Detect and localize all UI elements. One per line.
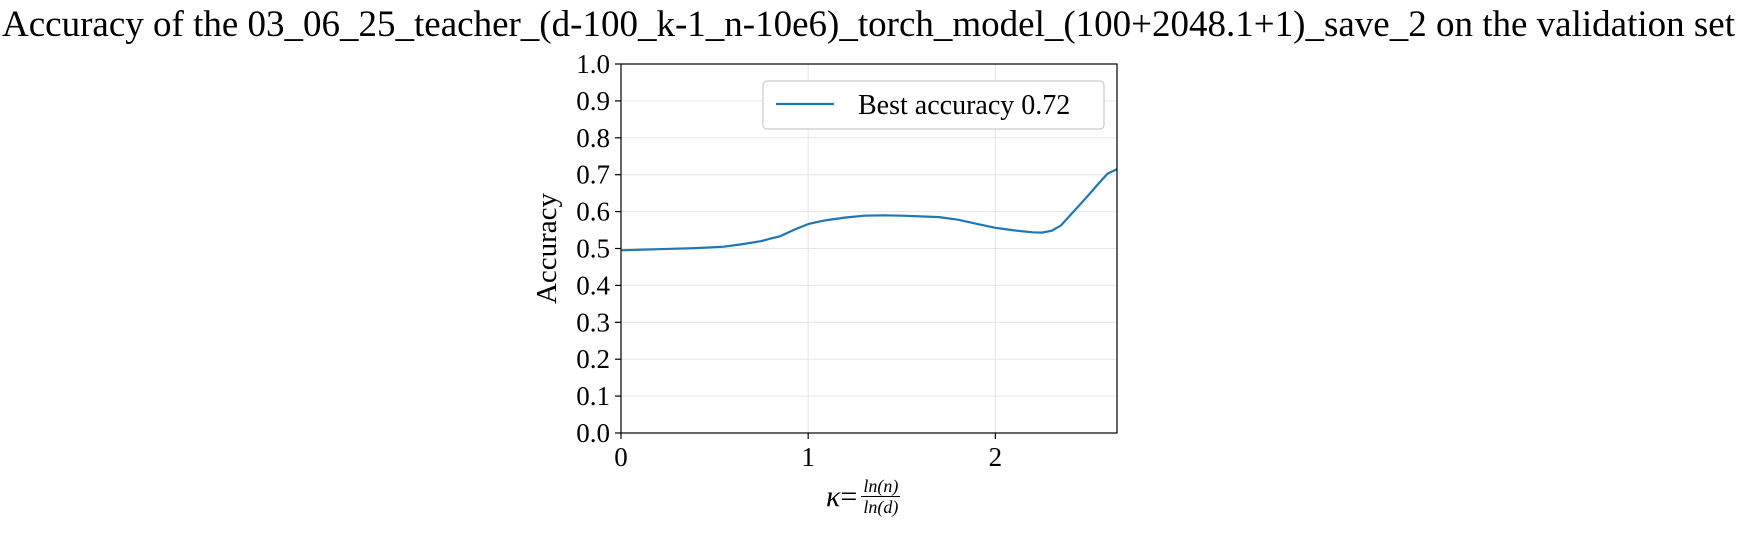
x-axis-label-symbol: κ bbox=[826, 479, 841, 513]
x-tick-label: 2 bbox=[989, 442, 1003, 472]
y-tick-label: 0.2 bbox=[576, 344, 610, 374]
y-tick-label: 0.4 bbox=[576, 270, 610, 300]
series-line-best-accuracy bbox=[620, 168, 1118, 252]
y-tick-label: 0.5 bbox=[576, 234, 610, 264]
y-tick-label: 0.3 bbox=[576, 307, 610, 337]
y-tick-label: 1.0 bbox=[576, 49, 610, 79]
y-tick-label: 0.6 bbox=[576, 197, 610, 227]
axis-ticks: 0.0 0.1 0.2 0.3 0.4 0.5 0.6 0.7 0.8 0.9 1.0 0 1 2 bbox=[576, 49, 1002, 472]
x-tick-label: 0 bbox=[614, 442, 628, 472]
x-tick-label: 1 bbox=[801, 442, 815, 472]
x-axis-label-fraction: ln(n) ln(d) bbox=[861, 476, 901, 517]
x-axis-label: κ = ln(n) ln(d) bbox=[826, 476, 901, 517]
x-axis-label-numerator: ln(n) bbox=[861, 476, 901, 497]
y-tick-label: 0.8 bbox=[576, 123, 610, 153]
plot-frame bbox=[620, 63, 1118, 434]
legend: Best accuracy 0.72 bbox=[762, 80, 1105, 130]
legend-box bbox=[762, 80, 1105, 130]
x-axis-label-denominator: ln(d) bbox=[863, 497, 899, 517]
y-tick-label: 0.7 bbox=[576, 160, 610, 190]
y-tick-label: 0.9 bbox=[576, 86, 610, 116]
chart-title: Accuracy of the 03_06_25_teacher_(d-100_… bbox=[2, 4, 1735, 45]
y-tick-label: 0.0 bbox=[576, 418, 610, 448]
y-axis-label: Accuracy bbox=[531, 192, 563, 304]
legend-label: Best accuracy 0.72 bbox=[858, 90, 1070, 121]
y-tick-label: 0.1 bbox=[576, 381, 610, 411]
x-axis-label-equals: = bbox=[840, 479, 858, 513]
